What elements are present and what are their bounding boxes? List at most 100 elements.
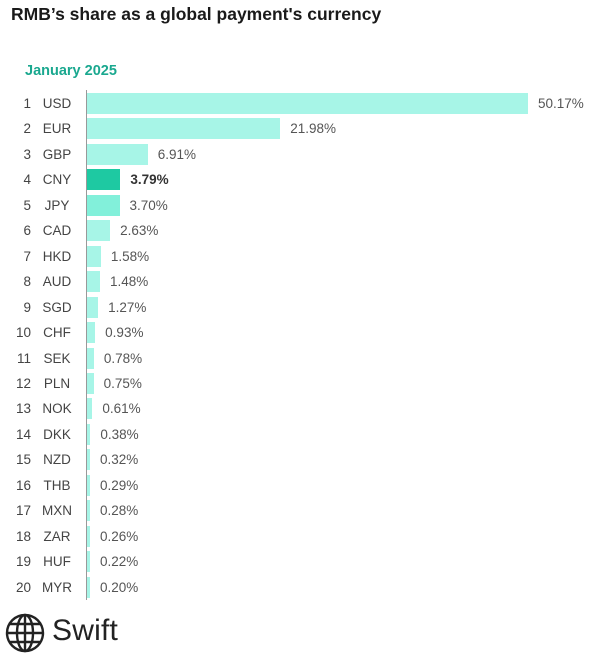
value-label: 0.20% — [100, 579, 139, 595]
rank-label: 16 — [15, 477, 31, 493]
rank-label: 1 — [23, 96, 31, 111]
bar-cny — [87, 169, 121, 191]
bar-dkk — [87, 423, 91, 445]
bar-row-cny: 4 CNY 3.79% — [0, 167, 594, 192]
bar-row-jpy: 5 JPY 3.70% — [0, 193, 594, 218]
bar-mxn — [87, 500, 90, 522]
bar-huf — [87, 551, 90, 573]
category-label: HKD — [42, 248, 72, 264]
category-label: HUF — [43, 554, 71, 570]
bar-row-sgd: 9 SGD 1.27% — [0, 295, 594, 320]
category-label: JPY — [44, 197, 70, 213]
category-label: SEK — [43, 350, 71, 366]
bar-zar — [87, 525, 90, 547]
category-label: NOK — [42, 401, 72, 417]
value-label: 0.29% — [100, 477, 139, 493]
value-label: 0.93% — [105, 325, 144, 341]
rank-label: 7 — [23, 248, 31, 264]
value-label: 1.58% — [110, 248, 150, 264]
category-label: ZAR — [43, 528, 71, 544]
value-label: 50.17% — [538, 96, 584, 111]
value-label: 0.61% — [102, 401, 141, 417]
bar-hkd — [87, 245, 101, 267]
bar-eur — [87, 118, 281, 140]
category-label: MYR — [42, 579, 72, 595]
rank-label: 8 — [23, 274, 31, 290]
bar-pln — [87, 372, 94, 394]
category-label: AUD — [42, 274, 72, 290]
rank-label: 6 — [23, 223, 31, 239]
rank-label: 10 — [15, 325, 31, 341]
globe-icon — [5, 613, 45, 653]
bar-row-chf: 10 CHF 0.93% — [0, 320, 594, 345]
chart-title: RMB’s share as a global payment's curren… — [11, 4, 382, 24]
value-label: 3.79% — [130, 172, 169, 188]
bar-row-usd: 1 USD 50.17% — [0, 91, 594, 116]
rank-label: 20 — [15, 579, 31, 595]
rank-label: 19 — [15, 554, 31, 570]
bar-row-mxn: 17 MXN 0.28% — [0, 498, 594, 523]
chart-subtitle: January 2025 — [25, 63, 117, 79]
rank-label: 2 — [23, 121, 31, 137]
bar-row-gbp: 3 GBP 6.91% — [0, 142, 594, 167]
bar-row-aud: 8 AUD 1.48% — [0, 269, 594, 294]
bar-nok — [87, 398, 93, 420]
category-label: MXN — [42, 503, 72, 519]
bar-row-cad: 6 CAD 2.63% — [0, 218, 594, 243]
rank-label: 9 — [23, 299, 31, 315]
category-label: NZD — [43, 452, 71, 468]
value-label: 0.28% — [100, 503, 139, 519]
value-label: 1.27% — [108, 299, 147, 315]
value-label: 0.26% — [100, 528, 139, 544]
category-label: DKK — [43, 426, 71, 442]
bar-sgd — [87, 296, 99, 318]
category-label: USD — [42, 96, 72, 111]
bar-row-sek: 11 SEK 0.78% — [0, 346, 594, 371]
value-label: 0.32% — [100, 452, 139, 468]
bar-myr — [87, 576, 90, 598]
rank-label: 3 — [23, 146, 31, 162]
category-label: PLN — [43, 375, 71, 391]
bar-aud — [87, 271, 100, 293]
category-label: EUR — [42, 121, 72, 137]
bar-row-myr: 20 MYR 0.20% — [0, 575, 594, 600]
bar-sek — [87, 347, 94, 369]
category-label: CNY — [42, 172, 72, 188]
value-label: 21.98% — [290, 121, 336, 137]
bar-nzd — [87, 449, 90, 471]
rank-label: 5 — [23, 197, 31, 213]
rank-label: 17 — [15, 503, 31, 519]
bar-row-pln: 12 PLN 0.75% — [0, 371, 594, 396]
bar-row-zar: 18 ZAR 0.26% — [0, 524, 594, 549]
logo-text: Swift — [52, 614, 119, 647]
rank-label: 12 — [15, 375, 31, 391]
category-label: THB — [43, 477, 71, 493]
rank-label: 4 — [23, 172, 31, 188]
bar-gbp — [87, 143, 148, 165]
value-label: 0.78% — [103, 350, 143, 366]
value-label: 2.63% — [120, 223, 159, 239]
y-axis-line — [86, 90, 87, 600]
bar-row-nzd: 15 NZD 0.32% — [0, 447, 594, 472]
rank-label: 13 — [15, 401, 31, 417]
bar-chf — [87, 322, 96, 344]
value-label: 1.48% — [110, 274, 149, 290]
category-label: GBP — [42, 146, 72, 162]
bar-row-huf: 19 HUF 0.22% — [0, 549, 594, 574]
value-label: 6.91% — [157, 146, 197, 162]
bar-usd — [87, 93, 528, 114]
bar-row-dkk: 14 DKK 0.38% — [0, 422, 594, 447]
bar-row-eur: 2 EUR 21.98% — [0, 116, 594, 141]
bar-row-thb: 16 THB 0.29% — [0, 473, 594, 498]
bar-row-hkd: 7 HKD 1.58% — [0, 244, 594, 269]
value-label: 0.22% — [100, 554, 139, 570]
category-label: CAD — [42, 223, 72, 239]
swift-logo: Swift — [4, 612, 154, 654]
bar-thb — [87, 474, 90, 496]
value-label: 3.70% — [129, 197, 168, 213]
rank-label: 11 — [16, 350, 31, 366]
value-label: 0.75% — [103, 375, 142, 391]
bar-jpy — [87, 194, 120, 216]
bar-cad — [87, 220, 111, 242]
rank-label: 18 — [15, 528, 31, 544]
